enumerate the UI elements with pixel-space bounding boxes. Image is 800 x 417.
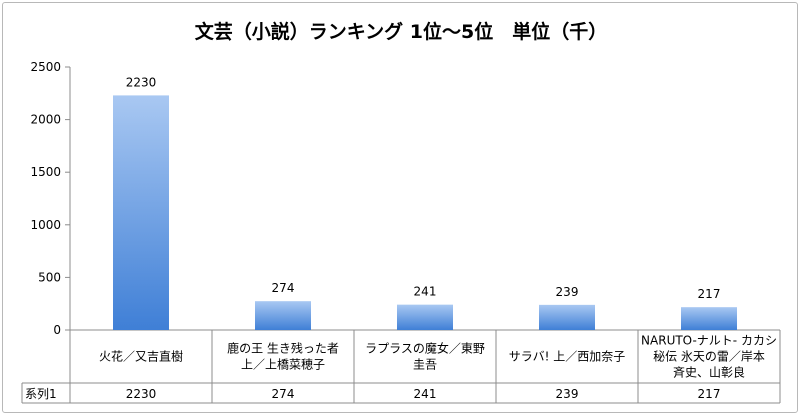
- x-category-label: 圭吾: [413, 358, 437, 372]
- x-category-label: 鹿の王 生き残った者: [227, 341, 339, 356]
- x-category-label: 上／上橋菜穂子: [241, 358, 325, 372]
- data-table-value: 239: [556, 387, 579, 401]
- bar: [539, 304, 595, 330]
- x-category-label: 秘伝 氷天の雷／岸本: [653, 350, 765, 364]
- y-tick-label: 1500: [30, 165, 61, 179]
- bar: [113, 95, 169, 331]
- bar-data-label: 274: [272, 281, 295, 295]
- y-tick-label: 500: [38, 270, 61, 284]
- data-table-value: 274: [272, 387, 295, 401]
- x-category-label: 斉史、山彰良: [673, 365, 745, 380]
- bar-data-label: 241: [414, 285, 437, 299]
- bar-chart: 文芸（小説）ランキング 1位〜5位 単位（千） 0 500 1000 1500 2000…: [21, 20, 781, 404]
- y-tick-label: 1000: [30, 218, 61, 232]
- bar: [255, 301, 311, 330]
- data-table-series-label: 系列1: [25, 387, 57, 401]
- y-tick-label: 0: [53, 323, 61, 337]
- chart-title: 文芸（小説）ランキング 1位〜5位 単位（千）: [195, 20, 608, 43]
- bar-data-label: 2230: [126, 75, 157, 89]
- x-category-label: 火花／又吉直樹: [99, 349, 183, 364]
- y-tick-label: 2500: [30, 60, 61, 74]
- bar: [681, 307, 737, 330]
- data-table-value: 241: [414, 387, 437, 401]
- data-table-value: 217: [698, 387, 721, 401]
- x-category-label: ラプラスの魔女／東野: [365, 341, 485, 356]
- bar-data-label: 239: [556, 285, 579, 299]
- bar-data-label: 217: [698, 287, 721, 301]
- bar: [397, 304, 453, 330]
- x-category-label: NARUTO-ナルト- カカシ: [641, 334, 777, 348]
- data-table-value: 2230: [126, 387, 157, 401]
- x-category-label: サラバ! 上／西加奈子: [509, 350, 626, 364]
- y-tick-label: 2000: [30, 113, 61, 127]
